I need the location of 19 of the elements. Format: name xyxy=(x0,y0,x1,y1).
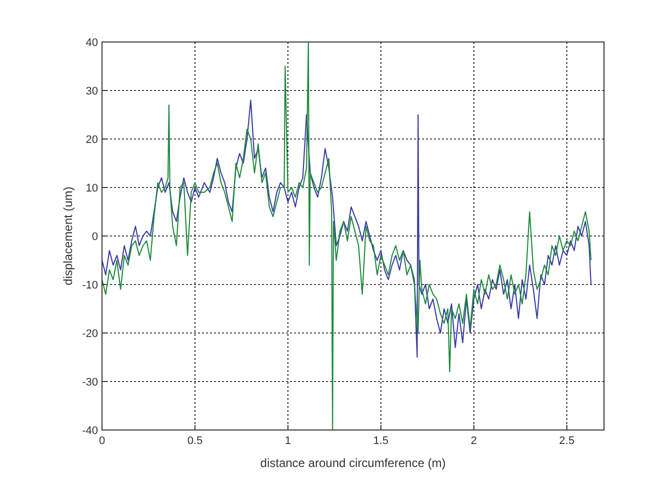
y-tick-label: -30 xyxy=(82,376,98,388)
x-tick-label: 2.5 xyxy=(559,435,574,447)
y-tick-label: 0 xyxy=(92,230,98,243)
x-tick-label: 1 xyxy=(284,435,291,447)
x-tick-label: 0.5 xyxy=(187,435,203,447)
y-tick-label: 40 xyxy=(86,36,98,49)
y-tick-label: -40 xyxy=(82,424,98,437)
y-tick-label: 20 xyxy=(86,134,98,146)
x-tick-label: 2 xyxy=(470,435,477,447)
line-series xyxy=(101,41,592,431)
line-series xyxy=(101,100,592,358)
y-axis-title: displacement (um) xyxy=(61,186,75,286)
x-tick-label: 1.5 xyxy=(373,435,389,447)
y-tick-label: 30 xyxy=(86,85,98,98)
x-tick-label: 0 xyxy=(98,435,106,447)
y-tick-label: 10 xyxy=(86,182,98,194)
y-tick-label: -10 xyxy=(82,279,98,292)
y-tick-label: -20 xyxy=(82,328,98,340)
x-axis-title: distance around circumference (m) xyxy=(260,456,446,470)
